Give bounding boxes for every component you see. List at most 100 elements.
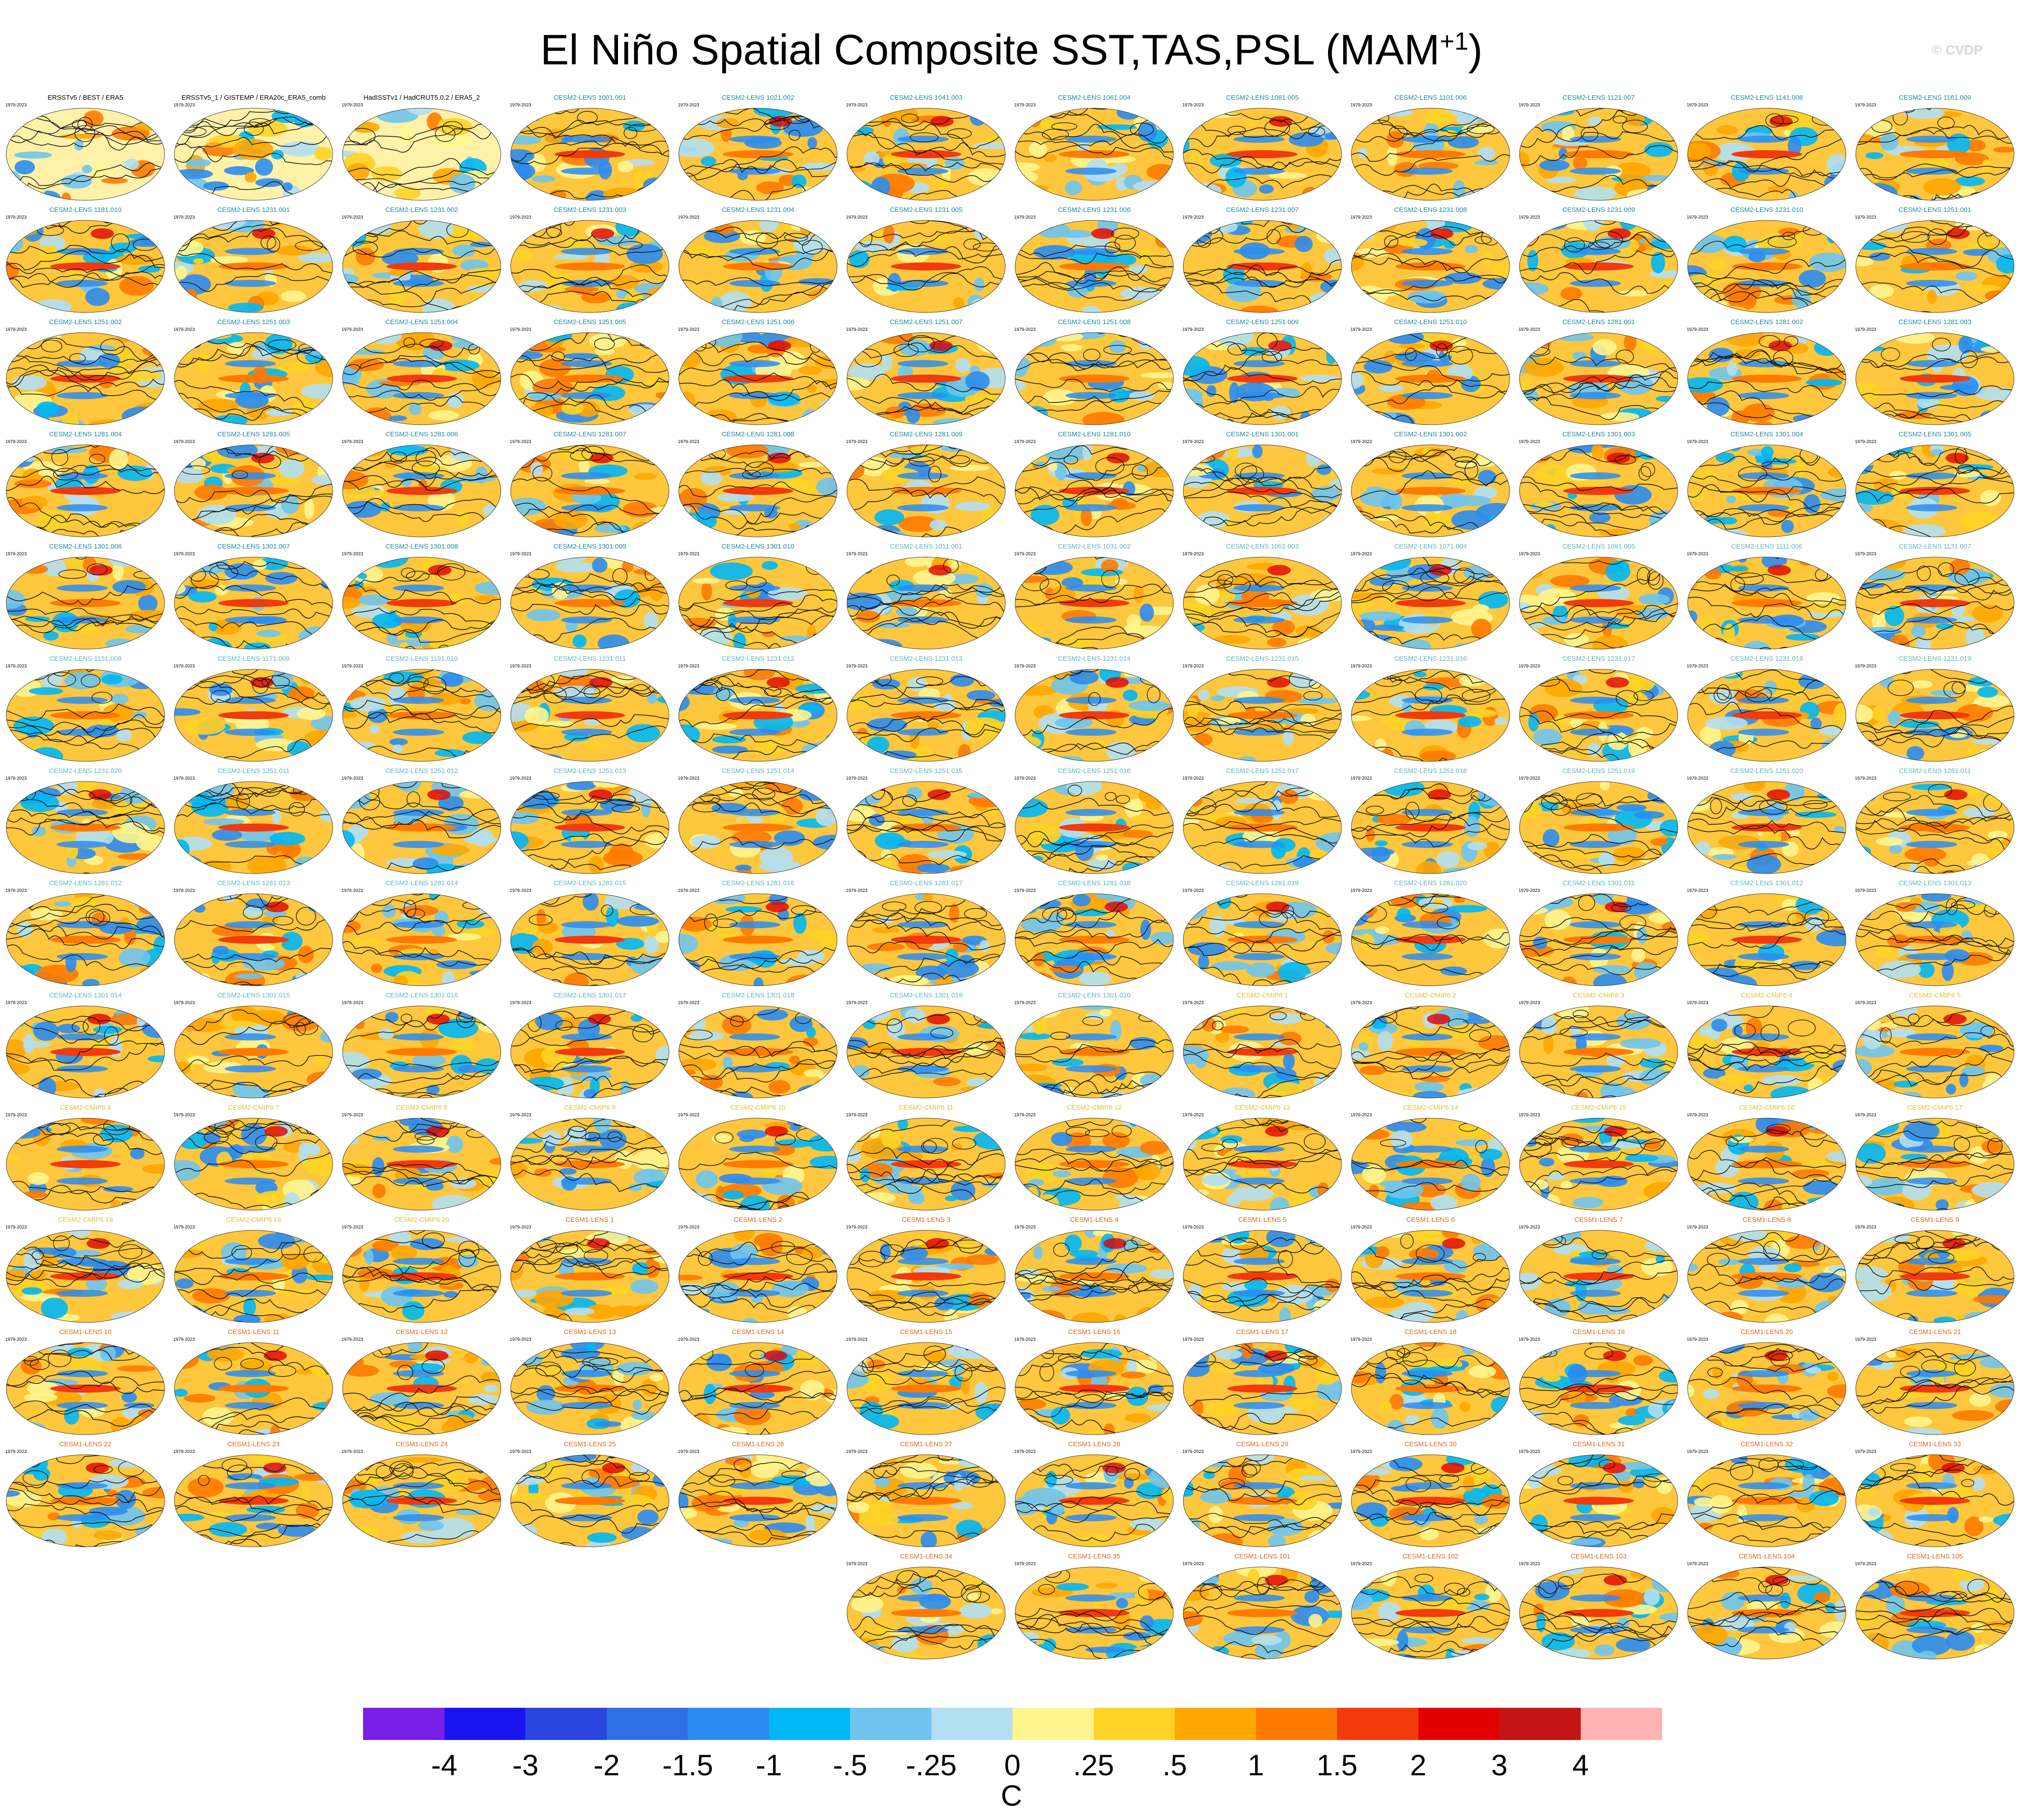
map-panel: CESM1-LENS 23 1979-2023 — [171, 1440, 336, 1550]
panel-title: CESM2-LENS 1001.001 — [553, 94, 626, 101]
composite-map — [342, 1230, 501, 1323]
panel-period: 1979-2023 — [678, 103, 699, 108]
panel-period: 1979-2023 — [1182, 552, 1204, 557]
panel-title: CESM2-LENS 1301.004 — [1730, 431, 1803, 438]
panel-title: CESM2-LENS 1301.016 — [385, 992, 458, 999]
colorbar-swatch — [931, 1708, 1013, 1740]
panel-period: 1979-2023 — [1855, 327, 1876, 332]
composite-map — [1519, 220, 1678, 313]
chart-title-superscript: +1 — [1439, 27, 1469, 55]
map-panel: CESM2-LENS 1231.005 1979-2023 — [843, 206, 1009, 316]
map-panel: CESM2-LENS 1281.008 1979-2023 — [675, 431, 841, 541]
composite-map — [678, 108, 838, 201]
map-panel: CESM2-LENS 1101.006 1979-2023 — [1348, 94, 1513, 204]
composite-map — [1351, 669, 1510, 762]
map-panel: CESM2-LENS 1281.019 1979-2023 — [1180, 879, 1345, 989]
panel-title: CESM2-LENS 1301.002 — [1394, 431, 1467, 438]
panel-period: 1979-2023 — [1687, 552, 1708, 557]
panel-title: CESM1-LENS 105 — [1907, 1553, 1963, 1560]
panel-title: CESM2-LENS 1191.010 — [385, 655, 458, 663]
panel-period: 1979-2023 — [1014, 1562, 1036, 1567]
map-panel: ERSSTv5 / BEST / ERA5 1979-2023 — [3, 94, 168, 204]
colorbar-tick-label: -1 — [756, 1748, 782, 1782]
panel-period: 1979-2023 — [1519, 103, 1540, 108]
panel-period: 1979-2023 — [5, 439, 27, 444]
composite-map — [1687, 444, 1846, 537]
composite-map — [342, 332, 501, 425]
composite-map — [6, 557, 165, 650]
map-panel: CESM2-CMIP6 17 1979-2023 — [1852, 1104, 2018, 1214]
panel-title: CESM2-LENS 1301.018 — [721, 992, 795, 999]
panel-title: CESM2-LENS 1021.002 — [721, 94, 795, 101]
panel-title: CESM2-LENS 1281.004 — [49, 431, 122, 438]
composite-map — [1183, 1454, 1342, 1547]
panel-title: CESM1-LENS 101 — [1234, 1553, 1291, 1560]
panel-title: CESM2-LENS 1251.018 — [1394, 767, 1467, 775]
panel-title: ERSSTv5 / BEST / ERA5 — [47, 94, 123, 101]
panel-period: 1979-2023 — [1519, 1001, 1540, 1005]
map-panel: CESM2-LENS 1251.008 1979-2023 — [1012, 318, 1177, 428]
composite-map — [1519, 1005, 1678, 1098]
panel-title: CESM2-CMIP6 14 — [1403, 1104, 1458, 1111]
map-panel: CESM2-LENS 1231.008 1979-2023 — [1348, 206, 1513, 316]
panel-title: CESM2-LENS 1281.019 — [1226, 879, 1299, 887]
panel-title: CESM2-CMIP6 7 — [228, 1104, 279, 1111]
composite-map — [1855, 1118, 2015, 1211]
panel-period: 1979-2023 — [1519, 215, 1540, 220]
panel-title: CESM2-LENS 1281.011 — [1899, 767, 1971, 775]
panel-title: CESM2-LENS 1231.014 — [1058, 655, 1131, 663]
panel-period: 1979-2023 — [1014, 1001, 1036, 1005]
composite-map — [510, 220, 669, 313]
map-panel: CESM2-LENS 1231.017 1979-2023 — [1516, 655, 1681, 765]
panel-period: 1979-2023 — [174, 1449, 195, 1454]
panel-period: 1979-2023 — [846, 103, 868, 108]
panel-title: CESM2-LENS 1281.015 — [553, 879, 626, 887]
panel-title: CESM2-LENS 1281.009 — [889, 431, 963, 438]
panel-title: CESM1-LENS 12 — [395, 1328, 448, 1336]
map-panel: CESM1-LENS 11 1979-2023 — [171, 1328, 336, 1438]
panel-period: 1979-2023 — [5, 552, 27, 557]
map-panel: CESM2-LENS 1301.018 1979-2023 — [675, 992, 841, 1102]
composite-map — [6, 1342, 165, 1435]
panel-title: CESM2-LENS 1231.018 — [1730, 655, 1803, 663]
map-panel: CESM2-LENS 1231.006 1979-2023 — [1012, 206, 1177, 316]
map-panel: CESM2-LENS 1281.020 1979-2023 — [1348, 879, 1513, 989]
composite-map — [1519, 1454, 1678, 1547]
panel-period: 1979-2023 — [174, 327, 195, 332]
colorbar-tick-label: 1.5 — [1316, 1748, 1358, 1782]
panel-title: CESM2-CMIP6 18 — [58, 1216, 113, 1224]
composite-map — [174, 220, 333, 313]
panel-period: 1979-2023 — [1855, 1562, 1876, 1567]
map-panel: CESM2-LENS 1231.013 1979-2023 — [843, 655, 1009, 765]
panel-period: 1979-2023 — [1519, 552, 1540, 557]
map-panel: CESM2-LENS 1231.003 1979-2023 — [507, 206, 673, 316]
composite-map — [1183, 220, 1342, 313]
composite-map — [678, 781, 838, 874]
panel-period: 1979-2023 — [342, 1001, 363, 1005]
map-panel: CESM2-LENS 1251.004 1979-2023 — [339, 318, 504, 428]
composite-map — [174, 108, 333, 201]
composite-map — [1183, 1567, 1342, 1660]
composite-map — [846, 1342, 1006, 1435]
map-panel: CESM2-LENS 1231.020 1979-2023 — [3, 767, 168, 877]
panel-period: 1979-2023 — [1350, 439, 1372, 444]
map-panel: CESM2-LENS 1151.008 1979-2023 — [3, 655, 168, 765]
panel-title: CESM2-CMIP6 9 — [564, 1104, 616, 1111]
panel-period: 1979-2023 — [846, 439, 868, 444]
panel-period: 1979-2023 — [5, 215, 27, 220]
panel-period: 1979-2023 — [5, 1337, 27, 1342]
composite-map — [846, 557, 1006, 650]
composite-map — [1519, 781, 1678, 874]
panel-title: CESM2-LENS 1301.014 — [49, 992, 122, 999]
colorbar-tick-label: 1 — [1248, 1748, 1264, 1782]
panel-title: CESM2-LENS 1131.007 — [1899, 543, 1971, 550]
map-panel: CESM2-LENS 1301.020 1979-2023 — [1012, 992, 1177, 1102]
panel-title: CESM2-LENS 1181.010 — [49, 206, 122, 214]
panel-period: 1979-2023 — [678, 327, 699, 332]
panel-title: CESM1-LENS 27 — [900, 1440, 952, 1448]
panel-title: CESM2-LENS 1251.014 — [721, 767, 795, 775]
panel-title: CESM2-LENS 1081.005 — [1226, 94, 1299, 101]
panel-title: CESM2-LENS 1111.006 — [1731, 543, 1803, 550]
panel-period: 1979-2023 — [174, 664, 195, 669]
composite-map — [342, 1118, 501, 1211]
